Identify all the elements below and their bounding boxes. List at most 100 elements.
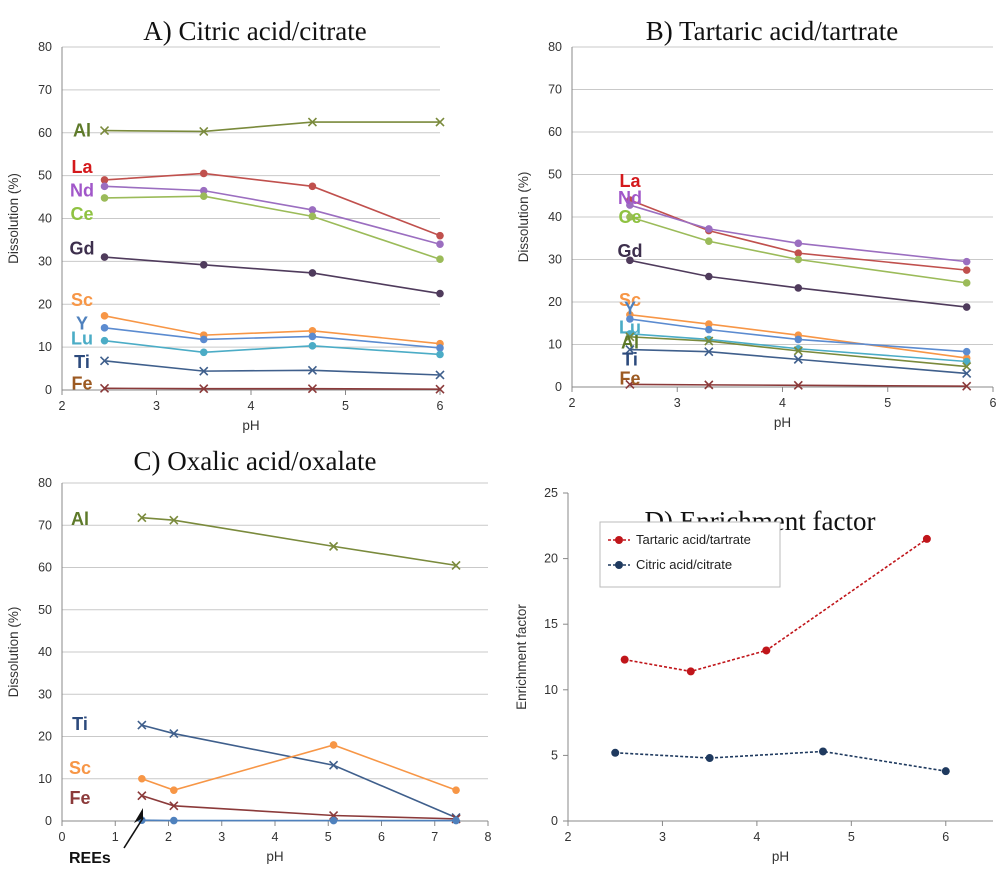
series-label: Ti (622, 349, 638, 369)
y-tick-label: 20 (548, 295, 562, 309)
series-line (141, 794, 457, 820)
series-line (629, 259, 967, 308)
series-line (629, 348, 967, 375)
series-nd: Nd (70, 181, 444, 249)
data-point (704, 347, 714, 357)
series-al: Al (71, 509, 461, 570)
series-label: Al (73, 121, 91, 141)
data-point (793, 346, 803, 356)
y-tick-label: 40 (38, 212, 52, 226)
series-nd: Nd (618, 188, 971, 266)
x-axis-label: pH (772, 849, 789, 864)
series-sc: Sc (69, 741, 460, 794)
series-label: Sc (619, 290, 641, 310)
series-label: Fe (69, 788, 90, 808)
data-point (793, 380, 803, 390)
x-tick-label: 6 (990, 396, 996, 410)
data-point (962, 368, 972, 378)
data-point (436, 231, 444, 240)
series-lu: Lu (71, 329, 444, 359)
x-tick-label: 5 (848, 830, 855, 844)
data-point (137, 513, 147, 523)
series-label: Y (76, 314, 88, 334)
data-point (137, 791, 147, 801)
data-point (199, 348, 208, 357)
y-tick-label: 0 (45, 383, 52, 397)
data-point (99, 383, 110, 393)
x-tick-label: 3 (659, 830, 666, 844)
x-tick-label: 7 (431, 830, 438, 844)
x-tick-label: 4 (272, 830, 279, 844)
data-point (435, 384, 445, 394)
series-al: Al (73, 117, 445, 141)
data-point (170, 786, 178, 794)
series-label: Nd (70, 181, 94, 201)
series-line (141, 744, 457, 791)
series-label: Ti (74, 352, 90, 372)
data-point (199, 169, 208, 178)
data-point (704, 380, 714, 390)
legend-marker (615, 561, 623, 569)
series-line (104, 327, 441, 349)
series-citric-acid-citrate (611, 747, 950, 776)
data-point (794, 239, 803, 248)
x-tick-label: 6 (942, 830, 949, 844)
data-point (705, 272, 713, 281)
data-point (308, 332, 317, 341)
x-axis-label: pH (242, 418, 259, 433)
y-tick-label: 50 (38, 169, 52, 183)
y-tick-label: 30 (38, 254, 52, 268)
legend: Tartaric acid/tartrate Citric acid/citrat… (599, 521, 781, 588)
data-point (137, 720, 147, 730)
data-point (705, 237, 713, 246)
legend-entry: Tartaric acid/tartrate (636, 532, 751, 547)
y-tick-label: 70 (38, 83, 52, 97)
annotation-arrow (123, 817, 144, 849)
series-y: Y (76, 314, 444, 352)
data-point (199, 261, 208, 269)
series-line (104, 387, 441, 390)
data-point (436, 350, 444, 359)
data-point (308, 212, 317, 221)
data-point (625, 332, 635, 342)
data-point (819, 747, 827, 756)
y-tick-label: 10 (38, 772, 52, 786)
series-line (104, 195, 441, 260)
data-point (169, 801, 179, 811)
series-label: Lu (619, 318, 641, 338)
x-tick-label: 0 (59, 830, 66, 844)
y-tick-label: 20 (38, 297, 52, 311)
x-tick-label: 5 (325, 830, 332, 844)
x-tick-label: 8 (485, 830, 492, 844)
series-label: La (619, 171, 641, 191)
data-point (962, 266, 971, 274)
data-point (169, 728, 179, 739)
series-line (141, 724, 457, 819)
y-tick-label: 30 (548, 253, 562, 267)
series-line (615, 750, 946, 772)
data-point (611, 748, 620, 757)
x-axis-label: pH (774, 415, 791, 430)
series-line (104, 360, 441, 376)
y-tick-label: 0 (555, 380, 562, 394)
series-line (104, 339, 441, 356)
x-tick-label: 2 (165, 830, 172, 844)
y-tick-label: 40 (548, 210, 562, 224)
y-tick-label: 60 (38, 561, 52, 575)
series-gd: Gd (70, 239, 444, 298)
series-label: Sc (71, 290, 93, 310)
series-line (104, 185, 441, 245)
data-point (100, 336, 109, 345)
data-point (625, 345, 635, 355)
data-point (705, 320, 713, 328)
data-point (962, 279, 971, 287)
data-point (138, 774, 146, 783)
series-al: Al (621, 332, 972, 372)
data-point (199, 186, 208, 195)
y-tick-label: 15 (544, 617, 558, 631)
data-point (307, 384, 317, 394)
y-tick-label: 0 (551, 814, 558, 828)
data-point (100, 182, 109, 191)
data-point (100, 312, 109, 320)
